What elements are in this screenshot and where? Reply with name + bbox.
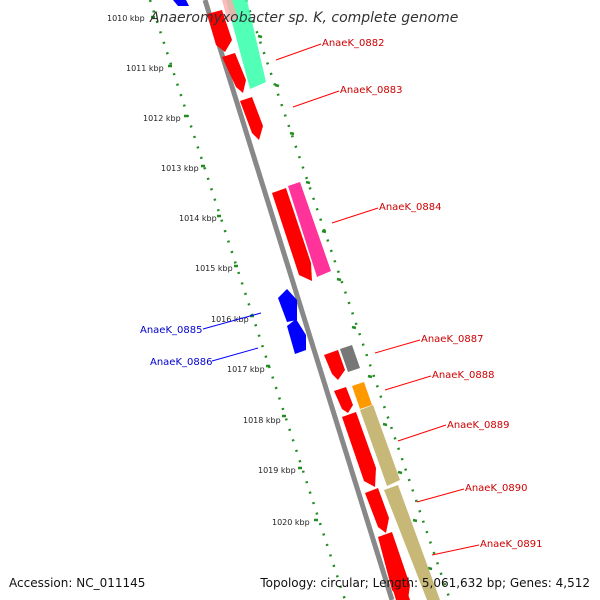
- gene-arrow-0885[interactable]: [278, 289, 297, 322]
- gene-label-0890[interactable]: AnaeK_0890: [465, 483, 527, 494]
- gene-label-0888[interactable]: AnaeK_0888: [432, 370, 494, 381]
- gene-label-0891[interactable]: AnaeK_0891: [480, 539, 542, 550]
- scale-ticks-left: [151, 15, 318, 522]
- scale-tick-label: 1012 kbp: [143, 114, 181, 123]
- scale-tick-label: 1013 kbp: [161, 164, 199, 173]
- track-lane-background: [182, 0, 438, 600]
- gene-arrow-0884[interactable]: [272, 188, 312, 281]
- scale-tick-label: 1010 kbp: [107, 14, 145, 23]
- gene-label-connectors-red: [275, 43, 480, 556]
- gene-arrow-0883[interactable]: [240, 97, 263, 140]
- feature-khaki-lower[interactable]: [384, 485, 440, 600]
- scale-dotted-line-right: [244, 0, 452, 600]
- gene-label-0886[interactable]: AnaeK_0886: [150, 357, 212, 368]
- gene-arrow-0882-b[interactable]: [222, 53, 246, 93]
- scale-tick-label: 1019 kbp: [258, 466, 296, 475]
- feature-magenta-0884[interactable]: [288, 182, 331, 277]
- gene-arrow-0891[interactable]: [378, 532, 410, 600]
- scale-tick-label: 1020 kbp: [272, 518, 310, 527]
- genome-title: Anaeromyxobacter sp. K, complete genome: [150, 10, 459, 26]
- accession-text: Accession: NC_011145: [9, 576, 146, 590]
- gene-arrow-0886[interactable]: [287, 319, 306, 354]
- feature-pink: [222, 0, 238, 22]
- gene-arrow-bottom[interactable]: [393, 586, 410, 600]
- topology-text: Topology: circular; Length: 5,061,632 bp…: [260, 576, 590, 590]
- gene-label-0889[interactable]: AnaeK_0889: [447, 420, 509, 431]
- gene-label-0884[interactable]: AnaeK_0884: [379, 202, 441, 213]
- gene-label-0887[interactable]: AnaeK_0887: [421, 334, 483, 345]
- feature-khaki[interactable]: [360, 405, 400, 486]
- scale-ticks-right: [257, 34, 433, 571]
- scale-tick-label: 1011 kbp: [126, 64, 164, 73]
- feature-gray-0887[interactable]: [340, 345, 360, 372]
- gene-arrow-0882-a[interactable]: [207, 10, 232, 52]
- gene-labels: AnaeK_0882 AnaeK_0883 AnaeK_0884 AnaeK_0…: [140, 38, 542, 550]
- genome-backbone: [202, 0, 395, 600]
- gene-label-0883[interactable]: AnaeK_0883: [340, 85, 402, 96]
- feature-orange-0888[interactable]: [352, 382, 372, 409]
- gene-label-connectors-blue: [202, 312, 262, 362]
- gene-arrow-0890[interactable]: [365, 488, 389, 533]
- gene-arrow-0888[interactable]: [334, 387, 353, 413]
- scale-tick-labels: 1010 kbp 1011 kbp 1012 kbp 1013 kbp 1014…: [107, 14, 310, 527]
- scale-tick-label: 1016 kbp: [211, 315, 249, 324]
- gene-arrow-top-blue[interactable]: [173, 0, 189, 6]
- scale-tick-label: 1018 kbp: [243, 416, 281, 425]
- scale-tick-label: 1015 kbp: [195, 264, 233, 273]
- gene-label-0885[interactable]: AnaeK_0885: [140, 325, 202, 336]
- gene-arrow-0889[interactable]: [342, 412, 376, 487]
- scale-tick-label: 1014 kbp: [179, 214, 217, 223]
- gene-arrow-0887[interactable]: [324, 350, 345, 380]
- gene-label-0882[interactable]: AnaeK_0882: [322, 38, 384, 49]
- scale-tick-label: 1017 kbp: [227, 365, 265, 374]
- feature-green[interactable]: [226, 0, 266, 89]
